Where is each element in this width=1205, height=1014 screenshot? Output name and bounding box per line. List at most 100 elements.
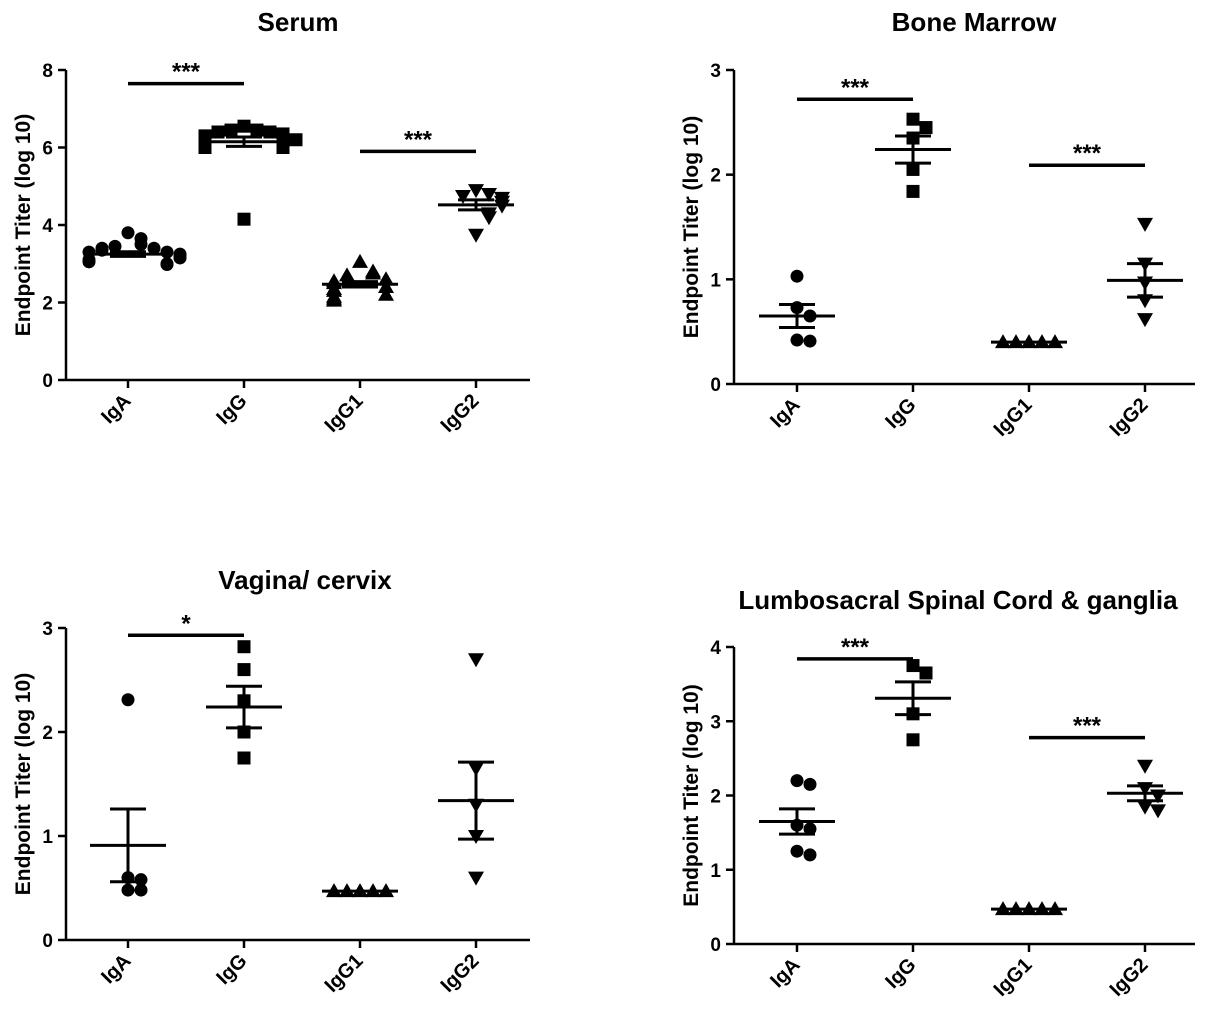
x-tick-label: IgA xyxy=(766,394,804,432)
data-point xyxy=(790,844,804,858)
y-tick-label: 2 xyxy=(42,723,53,744)
chart-title: Bone Marrow xyxy=(892,7,1057,37)
data-point xyxy=(237,119,251,133)
x-tick-label: IgG xyxy=(881,954,920,993)
significance-label: *** xyxy=(404,126,433,153)
y-tick-label: 3 xyxy=(710,712,721,733)
data-point xyxy=(250,123,264,137)
y-tick-label: 0 xyxy=(42,931,53,952)
x-tick-label: IgG2 xyxy=(437,390,484,437)
data-point xyxy=(365,265,381,280)
panel-serum: Serum Endpoint Titer (log 10) 0 2 4 6 8 IgA IgG I… xyxy=(12,7,530,437)
data-point xyxy=(224,123,238,137)
data-point xyxy=(352,253,368,268)
x-tick-label: IgA xyxy=(766,954,804,992)
data-point xyxy=(198,141,212,154)
data-point xyxy=(906,112,920,126)
panel-bone-marrow: Bone Marrow Endpoint Titer (log 10) 0 1 2 3 Ig… xyxy=(680,7,1195,441)
data-point xyxy=(108,239,122,253)
data-point xyxy=(803,334,817,348)
data-point xyxy=(339,267,355,282)
y-tick-label: 8 xyxy=(42,61,53,82)
data-point xyxy=(803,848,817,862)
significance-label: *** xyxy=(841,634,870,661)
panel-lumbosacral-spinal-cord: Lumbosacral Spinal Cord & ganglia Endpoin… xyxy=(680,585,1195,1001)
data-point xyxy=(289,133,303,147)
data-point xyxy=(468,184,484,199)
y-tick-label: 1 xyxy=(42,827,53,848)
data-point xyxy=(790,269,804,283)
data-point xyxy=(276,141,290,154)
y-tick-label: 1 xyxy=(710,861,721,882)
significance-label: * xyxy=(181,610,191,637)
data-point xyxy=(237,751,251,765)
y-tick-label: 0 xyxy=(710,935,721,956)
y-tick-label: 4 xyxy=(42,216,53,237)
x-tick-label: IgG1 xyxy=(321,390,368,437)
data-point xyxy=(919,121,933,135)
data-point xyxy=(1137,313,1153,328)
x-tick-label: IgG1 xyxy=(990,954,1037,1001)
x-tick-label: IgG1 xyxy=(990,394,1037,441)
data-point xyxy=(1137,217,1153,232)
data-point xyxy=(906,659,920,673)
x-tick-label: IgA xyxy=(97,390,135,428)
data-point xyxy=(455,189,471,204)
data-point xyxy=(468,228,484,243)
x-tick-label: IgG xyxy=(212,390,251,429)
y-tick-label: 6 xyxy=(42,139,53,160)
y-axis-label: Endpoint Titer (log 10) xyxy=(680,684,703,906)
data-point xyxy=(378,279,394,293)
data-point xyxy=(237,212,251,226)
data-point xyxy=(121,693,135,707)
data-point xyxy=(173,251,187,265)
x-tick-label: IgG2 xyxy=(437,950,484,997)
data-point xyxy=(121,883,135,897)
data-point xyxy=(134,883,148,897)
y-tick-label: 0 xyxy=(42,371,53,392)
data-point xyxy=(160,258,174,272)
data-point xyxy=(906,733,920,747)
y-tick-label: 2 xyxy=(710,166,721,187)
data-point xyxy=(790,774,804,788)
data-point xyxy=(803,822,817,836)
x-tick-label: IgG2 xyxy=(1106,954,1153,1001)
data-point xyxy=(919,666,933,680)
significance-label: *** xyxy=(1073,140,1102,167)
data-point xyxy=(790,333,804,347)
y-tick-label: 2 xyxy=(710,787,721,808)
data-point xyxy=(147,241,161,255)
y-tick-label: 3 xyxy=(42,619,53,640)
data-point xyxy=(481,211,497,226)
data-point xyxy=(121,226,135,240)
data-point xyxy=(906,184,920,198)
panel-vagina-cervix: Vagina/ cervix Endpoint Titer (log 10) 0 1 2… xyxy=(12,565,530,997)
y-tick-label: 4 xyxy=(710,638,721,659)
y-axis-label: Endpoint Titer (log 10) xyxy=(12,673,35,895)
x-tick-label: IgG2 xyxy=(1106,394,1153,441)
data-point xyxy=(378,271,394,286)
x-tick-label: IgG xyxy=(881,394,920,433)
y-tick-label: 3 xyxy=(710,61,721,82)
data-point xyxy=(134,237,148,251)
y-tick-label: 1 xyxy=(710,270,721,291)
data-point xyxy=(211,125,225,139)
significance-label: *** xyxy=(1073,713,1102,740)
y-axis-label: Endpoint Titer (log 10) xyxy=(680,116,703,338)
y-tick-label: 2 xyxy=(42,294,53,315)
data-point xyxy=(263,125,277,139)
data-point xyxy=(237,663,251,677)
data-point xyxy=(1137,800,1153,815)
data-point xyxy=(481,188,497,202)
data-point xyxy=(906,162,920,176)
y-tick-label: 0 xyxy=(710,375,721,396)
x-tick-label: IgA xyxy=(97,950,135,988)
data-point xyxy=(1137,759,1153,774)
data-point xyxy=(468,653,484,668)
x-tick-label: IgG xyxy=(212,950,251,989)
data-point xyxy=(160,245,174,259)
y-axis-label: Endpoint Titer (log 10) xyxy=(12,114,35,336)
chart-title: Serum xyxy=(258,7,339,37)
data-point xyxy=(803,777,817,791)
